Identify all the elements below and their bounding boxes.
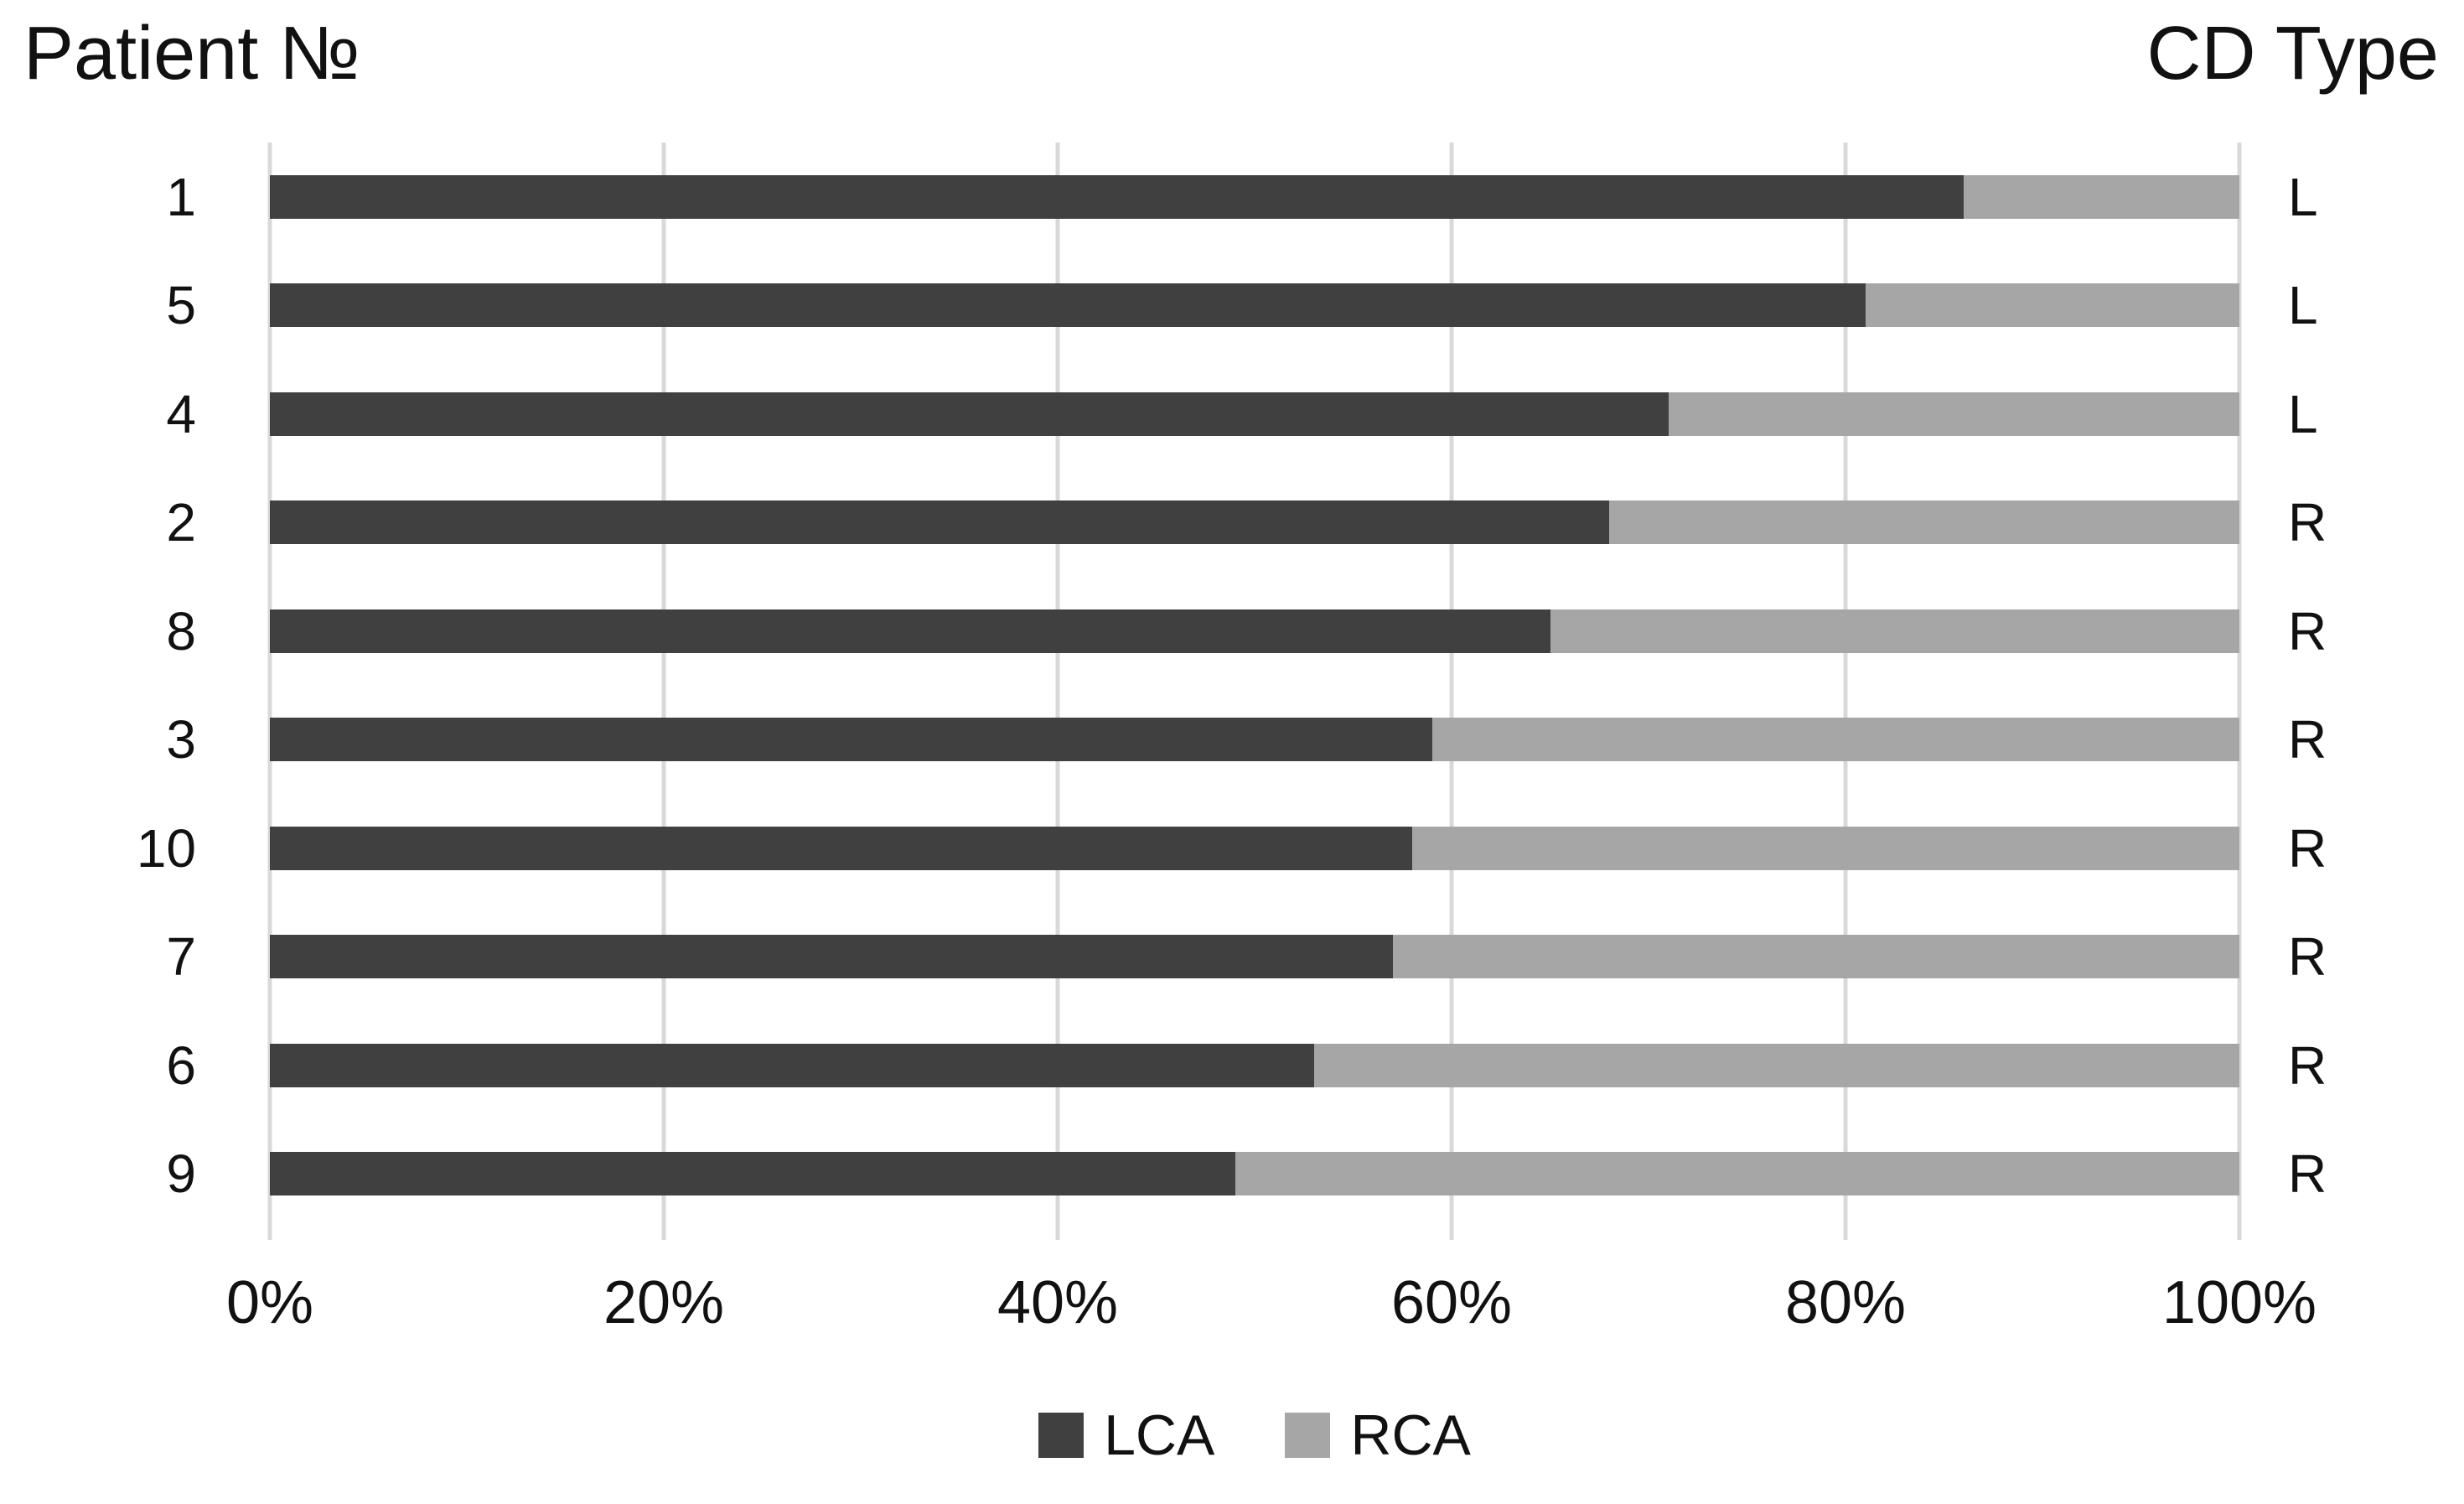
lca-segment: [270, 935, 1393, 979]
plot-area: [267, 143, 2242, 1240]
legend-swatch-lca: [1038, 1413, 1084, 1458]
cd-type-label-4: L: [2288, 383, 2318, 444]
cd-type-label-7: R: [2288, 926, 2327, 988]
lca-segment: [270, 392, 1669, 436]
lca-segment: [270, 826, 1412, 870]
rca-segment: [1550, 609, 2239, 653]
cd-type-label-2: R: [2288, 492, 2327, 553]
bar-row-patient-6: [270, 1043, 2239, 1087]
rca-segment: [1431, 718, 2239, 762]
x-tick-label-60: 60%: [1390, 1269, 1513, 1336]
bar-row-patient-8: [270, 609, 2239, 653]
patient-label-9: 9: [166, 1144, 196, 1205]
rca-segment: [1865, 283, 2239, 328]
x-tick-label-0: 0%: [225, 1269, 314, 1336]
lca-segment: [270, 609, 1550, 653]
patient-label-7: 7: [166, 926, 196, 988]
lca-segment: [270, 174, 1964, 219]
rca-segment: [1235, 1152, 2239, 1196]
lca-segment: [270, 1152, 1235, 1196]
bar-row-patient-9: [270, 1152, 2239, 1196]
x-tick-label-100: 100%: [2161, 1269, 2317, 1336]
gridline-0: [267, 143, 272, 1240]
lca-segment: [270, 718, 1432, 762]
cd-type-label-8: R: [2288, 600, 2327, 661]
cd-type-label-3: R: [2288, 709, 2327, 770]
bar-row-patient-5: [270, 283, 2239, 328]
patient-label-2: 2: [166, 492, 196, 553]
bar-row-patient-3: [270, 718, 2239, 762]
legend-item-lca: LCA: [1038, 1407, 1214, 1464]
rca-segment: [1313, 1043, 2239, 1087]
bar-row-patient-7: [270, 935, 2239, 979]
lca-segment: [270, 283, 1866, 328]
legend-label-lca: LCA: [1104, 1403, 1215, 1467]
rca-segment: [1392, 935, 2239, 979]
patient-label-6: 6: [166, 1035, 196, 1096]
patient-label-8: 8: [166, 600, 196, 661]
patient-label-4: 4: [166, 383, 196, 444]
patient-label-3: 3: [166, 709, 196, 770]
x-tick-label-20: 20%: [603, 1269, 725, 1336]
rca-segment: [1668, 392, 2239, 436]
gridline-100: [2237, 143, 2242, 1240]
x-tick-label-40: 40%: [996, 1269, 1119, 1336]
cd-type-label-10: R: [2288, 817, 2327, 879]
x-tick-label-80: 80%: [1784, 1269, 1907, 1336]
cd-type-label-6: R: [2288, 1035, 2327, 1096]
rca-segment: [1412, 826, 2239, 870]
patient-label-10: 10: [136, 817, 196, 879]
gridline-40: [1055, 143, 1060, 1240]
bar-row-patient-1: [270, 174, 2239, 219]
lca-segment: [270, 500, 1609, 545]
rca-segment: [1964, 174, 2239, 219]
patient-label-5: 5: [166, 275, 196, 336]
patient-label-1: 1: [166, 166, 196, 227]
patient-label-column: 1 5 4 2 8 3 10 7 6 9: [0, 143, 236, 1228]
legend-label-rca: RCA: [1350, 1403, 1471, 1467]
legend: LCA RCA: [270, 1407, 2239, 1464]
right-axis-header: CD Type: [2146, 12, 2440, 96]
left-axis-header: Patient №: [23, 12, 360, 96]
lca-segment: [270, 1043, 1314, 1087]
bar-row-patient-4: [270, 392, 2239, 436]
bar-row-patient-2: [270, 500, 2239, 545]
gridline-20: [661, 143, 666, 1240]
legend-item-rca: RCA: [1285, 1407, 1471, 1464]
gridline-60: [1449, 143, 1454, 1240]
rca-segment: [1609, 500, 2239, 545]
cd-type-label-1: L: [2288, 166, 2318, 227]
x-axis-tick-labels: 0% 20% 40% 60% 80% 100%: [226, 1269, 2316, 1348]
cd-type-label-5: L: [2288, 275, 2318, 336]
gridline-80: [1843, 143, 1848, 1240]
legend-swatch-rca: [1285, 1413, 1331, 1458]
cd-type-label-9: R: [2288, 1144, 2327, 1205]
bar-row-patient-10: [270, 826, 2239, 870]
